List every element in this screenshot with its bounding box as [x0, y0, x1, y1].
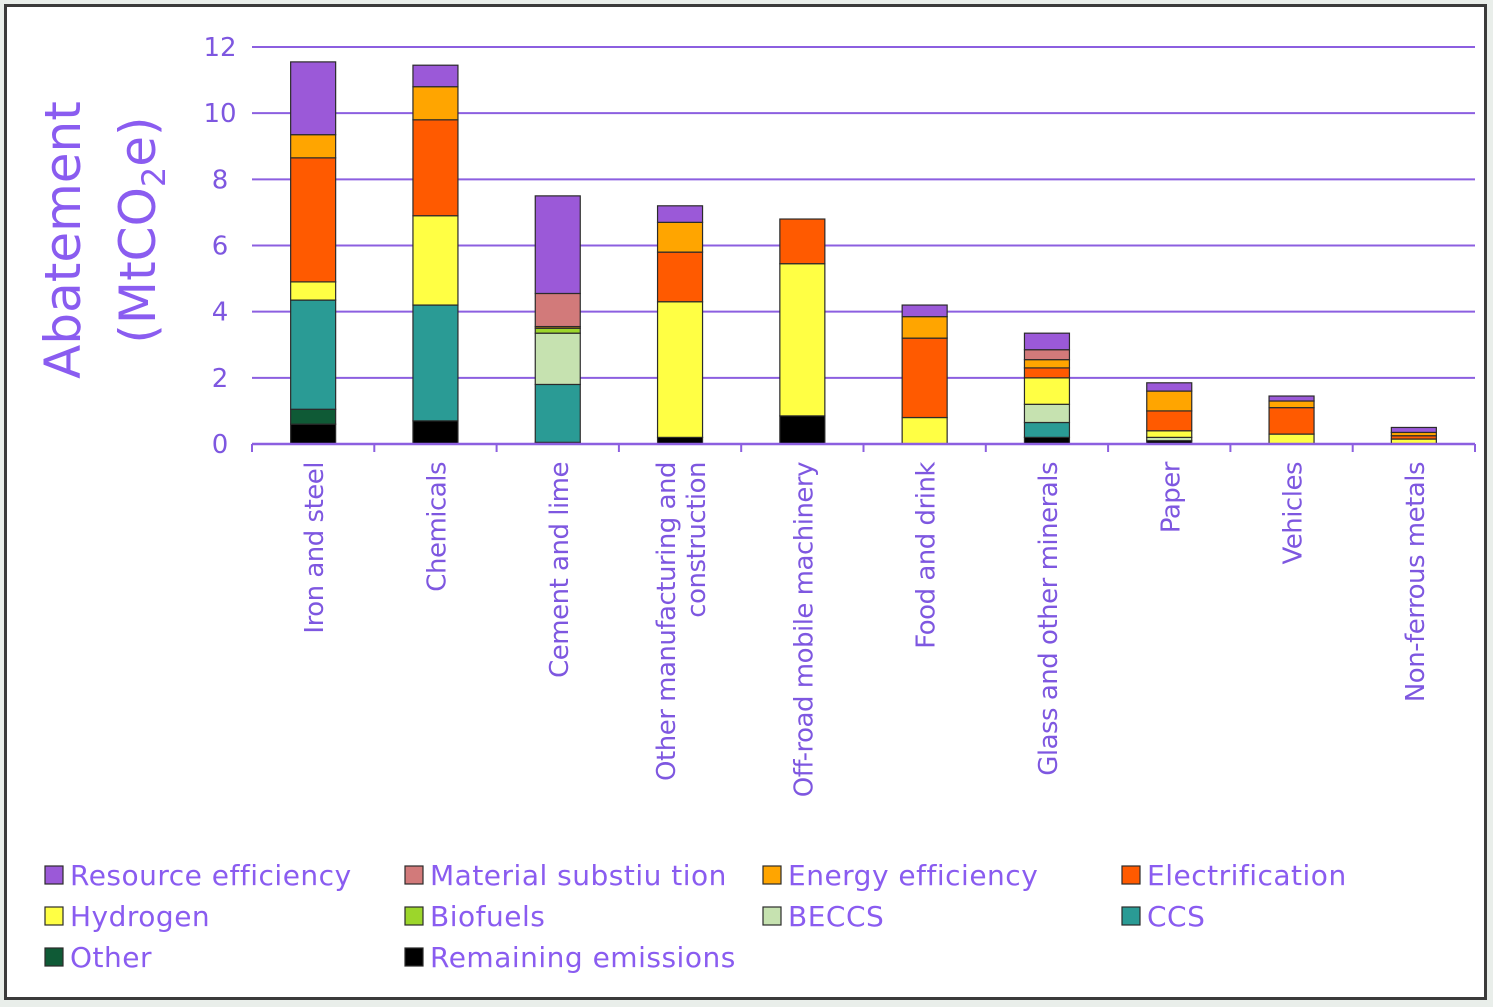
- y-axis-unit-post: e): [109, 116, 167, 166]
- bar-segment: [290, 61, 337, 136]
- y-axis-unit-pre: (MtCO: [109, 187, 167, 344]
- bar-segment: [290, 134, 337, 159]
- bar-segment: [534, 327, 581, 334]
- legend-swatch: [44, 906, 64, 926]
- bar-segment: [1023, 377, 1071, 405]
- bar-segment: [901, 337, 948, 419]
- bar-segment: [290, 299, 337, 410]
- bar-segment: [656, 221, 704, 253]
- legend-label: Energy efficiency: [788, 859, 1038, 892]
- bar-segment: [1023, 421, 1071, 438]
- bar-segment: [1390, 426, 1437, 434]
- y-axis-unit-sub: 2: [135, 167, 173, 187]
- bar-segment: [1023, 403, 1071, 424]
- x-category-label: Vehicles: [1279, 462, 1309, 565]
- legend-swatch: [762, 906, 782, 926]
- bar-segment: [901, 304, 948, 318]
- y-tick-label: 0: [212, 430, 229, 460]
- bar-segment: [1268, 433, 1315, 445]
- legend-label: Other: [70, 941, 152, 974]
- legend: Resource efficiency Material substiu tion…: [44, 859, 1347, 974]
- bar-segment: [412, 64, 459, 88]
- bar-segment: [901, 316, 948, 339]
- x-category-label: Food and drink: [912, 462, 942, 649]
- bar-segment: [534, 383, 581, 443]
- x-axis: Iron and steel Chemicals Cement and lime Ot…: [251, 442, 1476, 797]
- bar-segment: [656, 205, 704, 223]
- y-tick-label: 10: [203, 99, 236, 129]
- legend-swatch: [1121, 906, 1141, 926]
- bar-segment: [656, 251, 704, 303]
- bar-segment: [1146, 430, 1193, 438]
- legend-label: Electrification: [1147, 859, 1347, 892]
- bar-segment: [290, 281, 337, 301]
- bar-segment: [290, 157, 337, 283]
- bar-segment: [534, 195, 581, 295]
- bar-segment: [290, 423, 337, 445]
- bar-segment: [1268, 407, 1315, 435]
- x-category-label: Chemicals: [422, 462, 452, 592]
- x-category-label: Cement and lime: [545, 462, 575, 678]
- bar-segment: [412, 119, 459, 217]
- bar-segment: [1023, 359, 1071, 369]
- bar-segment: [901, 416, 948, 445]
- legend-label: Biofuels: [430, 900, 545, 933]
- y-axis-unit: (MtCO2e): [109, 116, 173, 343]
- bar-segment: [779, 263, 826, 417]
- bars: [290, 61, 1437, 445]
- legend-label: Resource efficiency: [70, 859, 352, 892]
- bar-segment: [1146, 390, 1193, 412]
- bar-segment: [534, 332, 581, 386]
- x-category-label: construction: [682, 462, 712, 618]
- x-category-label: Off-road mobile machinery: [789, 462, 819, 797]
- x-category-label: Paper: [1156, 461, 1186, 533]
- y-tick-label: 2: [212, 364, 229, 394]
- bar-segment: [290, 408, 337, 425]
- bar-segment: [1268, 395, 1315, 402]
- bar-segment: [1023, 332, 1071, 351]
- stacked-bar-chart: 0 2 4 6 8 10 12 Iron and steel Chemicals Cement …: [34, 33, 1476, 974]
- legend-label: CCS: [1147, 900, 1205, 933]
- y-axis: 0 2 4 6 8 10 12: [203, 33, 236, 460]
- legend-swatch: [1121, 865, 1141, 885]
- bar-segment: [412, 420, 459, 445]
- x-category-label: Glass and other minerals: [1034, 462, 1064, 776]
- bar-segment: [534, 292, 581, 328]
- y-tick-label: 6: [212, 232, 229, 262]
- legend-swatch: [44, 865, 64, 885]
- bar-segment: [1146, 382, 1193, 392]
- x-category-label: Iron and steel: [300, 462, 330, 634]
- y-axis-title: Abatement: [34, 101, 92, 379]
- x-category-label: Non-ferrous metals: [1401, 462, 1431, 702]
- y-tick-label: 12: [203, 33, 236, 63]
- bar-segment: [1268, 400, 1315, 409]
- y-tick-label: 4: [212, 298, 229, 328]
- bar-segment: [412, 215, 459, 306]
- bar-segment: [412, 304, 459, 422]
- legend-swatch: [404, 947, 424, 967]
- bar-segment: [1023, 349, 1071, 361]
- bar-segment: [656, 301, 704, 438]
- legend-label: Hydrogen: [70, 900, 210, 933]
- legend-swatch: [404, 906, 424, 926]
- legend-label: Material substiu tion: [430, 859, 727, 892]
- bar-segment: [1023, 367, 1071, 379]
- bar-segment: [1146, 410, 1193, 432]
- x-category-label: Other manufacturing and: [652, 462, 682, 781]
- chart-frame: 0 2 4 6 8 10 12 Iron and steel Chemicals Cement …: [4, 4, 1487, 1000]
- bar-segment: [412, 86, 459, 121]
- legend-swatch: [404, 865, 424, 885]
- legend-swatch: [762, 865, 782, 885]
- y-tick-label: 8: [212, 165, 229, 195]
- legend-label: BECCS: [788, 900, 884, 933]
- legend-label: Remaining emissions: [430, 941, 736, 974]
- bar-segment: [779, 415, 826, 445]
- legend-swatch: [44, 947, 64, 967]
- bar-segment: [779, 218, 826, 265]
